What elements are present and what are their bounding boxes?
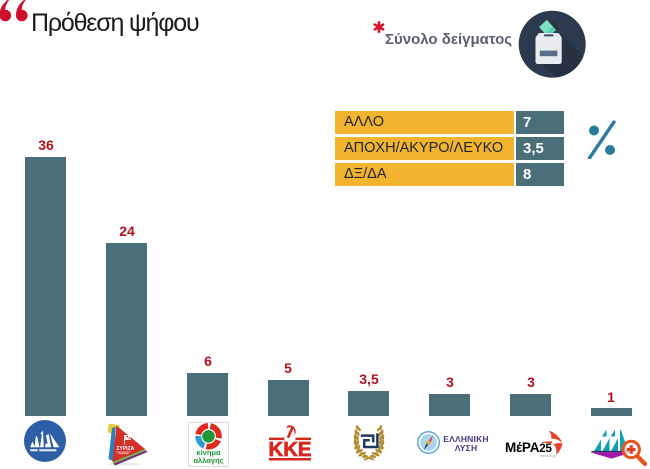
svg-text:ΣΥΡΙΖΑ: ΣΥΡΙΖΑ — [117, 446, 135, 452]
svg-text:ΚΚΕ: ΚΚΕ — [269, 439, 312, 461]
